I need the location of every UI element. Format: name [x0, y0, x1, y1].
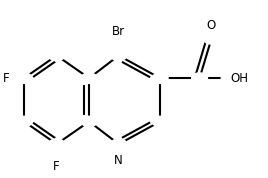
Circle shape [81, 116, 97, 127]
Circle shape [49, 50, 65, 61]
Text: N: N [114, 154, 123, 167]
Circle shape [81, 73, 97, 83]
Circle shape [16, 116, 32, 127]
Circle shape [221, 73, 237, 83]
Circle shape [203, 33, 219, 44]
Text: F: F [3, 72, 10, 85]
Text: F: F [53, 160, 60, 173]
Circle shape [111, 50, 127, 61]
Circle shape [111, 139, 127, 149]
Text: O: O [207, 19, 216, 32]
Text: OH: OH [230, 72, 248, 85]
Circle shape [192, 73, 207, 83]
Circle shape [16, 73, 32, 83]
Text: Br: Br [112, 25, 125, 38]
Circle shape [49, 139, 65, 149]
Circle shape [152, 116, 168, 127]
Circle shape [152, 73, 168, 83]
